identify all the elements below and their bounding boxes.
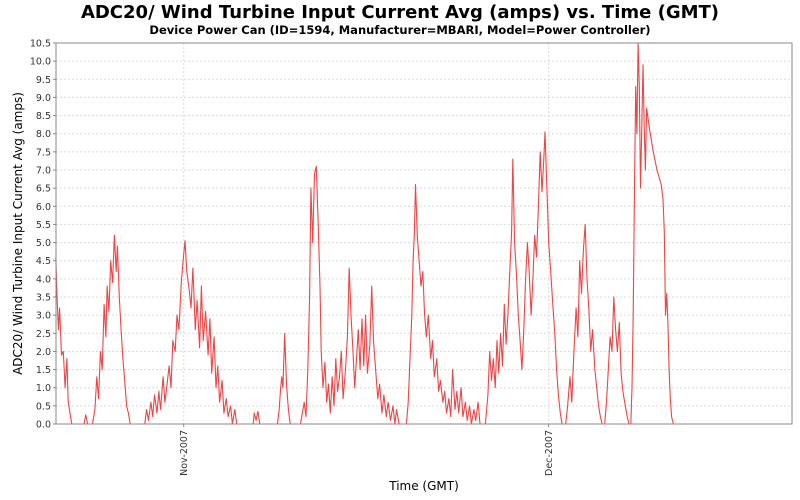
y-tick-label: 5.0 bbox=[36, 238, 51, 249]
x-axis-ticks: Nov-2007 Dec-2007 bbox=[179, 424, 555, 476]
y-tick-label: 9.5 bbox=[36, 75, 51, 86]
x-tick-label: Nov-2007 bbox=[179, 430, 190, 476]
y-tick-label: 8.0 bbox=[36, 129, 51, 140]
y-tick-label: 7.5 bbox=[36, 147, 51, 158]
y-tick-label: 3.5 bbox=[36, 293, 51, 304]
y-tick-label: 1.0 bbox=[36, 383, 51, 394]
y-tick-label: 5.5 bbox=[36, 220, 51, 231]
y-tick-label: 2.5 bbox=[36, 329, 51, 340]
x-tick-label: Dec-2007 bbox=[544, 430, 555, 476]
y-tick-label: 8.5 bbox=[36, 111, 51, 122]
y-tick-label: 10.5 bbox=[30, 39, 51, 50]
series-layer bbox=[55, 42, 732, 425]
y-tick-label: 0.5 bbox=[36, 401, 51, 412]
x-axis-label: Time (GMT) bbox=[388, 479, 459, 493]
y-tick-label: 3.0 bbox=[36, 311, 51, 322]
y-tick-label: 7.0 bbox=[36, 166, 51, 177]
y-tick-label: 4.0 bbox=[36, 274, 51, 285]
plot-frame bbox=[55, 42, 793, 425]
y-axis-ticks: 0.0 0.5 1.0 1.5 2.0 2.5 3.0 3.5 4.0 4.5 5.0 5.5 6.0 6… bbox=[30, 39, 56, 431]
y-tick-label: 10.0 bbox=[30, 57, 51, 68]
y-tick-label: 4.5 bbox=[36, 256, 51, 267]
chart-title: ADC20/ Wind Turbine Input Current Avg (a… bbox=[80, 2, 720, 23]
y-tick-label: 6.5 bbox=[36, 184, 51, 195]
chart-subtitle: Device Power Can (ID=1594, Manufacturer=… bbox=[149, 23, 651, 37]
y-axis-label: ADC20/ Wind Turbine Input Current Avg (a… bbox=[11, 92, 25, 375]
grid-lines bbox=[56, 43, 792, 424]
y-tick-label: 0.0 bbox=[36, 420, 51, 431]
series-line bbox=[55, 42, 732, 425]
y-tick-label: 1.5 bbox=[36, 365, 51, 376]
y-tick-label: 2.0 bbox=[36, 347, 51, 358]
y-tick-label: 6.0 bbox=[36, 202, 51, 213]
y-tick-label: 9.0 bbox=[36, 93, 51, 104]
